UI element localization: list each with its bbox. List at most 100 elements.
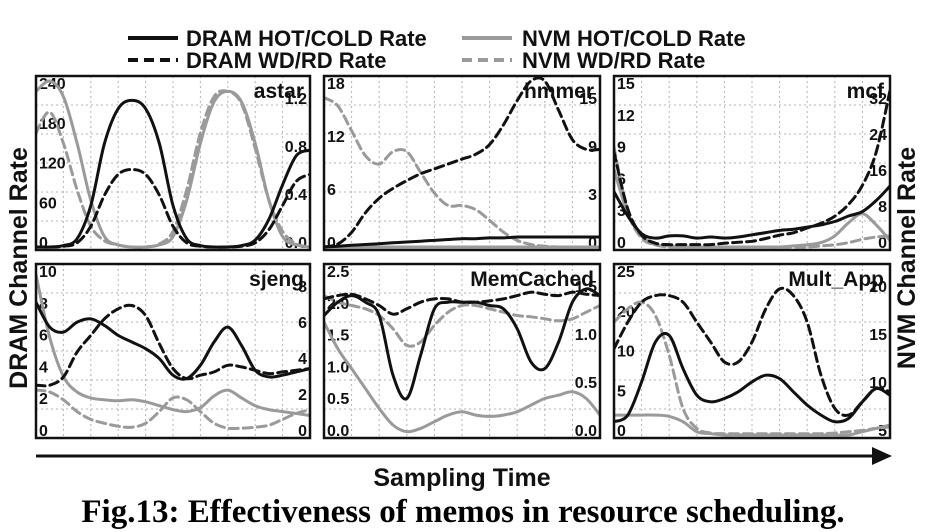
- panel-frame: [322, 74, 602, 252]
- series-line-dram-hot-cold: [614, 184, 890, 240]
- right-tick-label: 16: [869, 163, 887, 180]
- series-line-nvm-wd-rd: [36, 388, 310, 431]
- right-tick-label: 0.4: [285, 187, 307, 204]
- left-tick-label: 4: [39, 359, 48, 376]
- series-line-dram-wd-rd: [614, 286, 890, 417]
- series-lines: [614, 286, 890, 437]
- right-tick-label: 3: [588, 187, 597, 204]
- left-tick-label: 0: [327, 235, 336, 252]
- y-axis-label-right: NVM Channel Rate: [893, 147, 921, 369]
- x-axis-arrow: [36, 447, 892, 465]
- right-tick-label: 6: [298, 315, 307, 332]
- series-lines: [36, 79, 310, 249]
- series-lines: [36, 273, 310, 431]
- left-tick-label: 2: [39, 391, 48, 408]
- series-line-dram-wd-rd: [324, 76, 600, 249]
- right-tick-label: 8: [298, 279, 307, 296]
- left-tick-label: 25: [617, 264, 635, 281]
- panel-title: astar: [254, 80, 304, 103]
- series-lines: [324, 76, 600, 249]
- panel-title: mcf: [847, 80, 885, 103]
- panel-frame: [612, 262, 892, 440]
- right-tick-label: 8: [878, 199, 887, 216]
- series-line-nvm-wd-rd: [324, 96, 600, 249]
- right-tick-label: 0.5: [575, 375, 597, 392]
- series-lines: [614, 89, 890, 249]
- x-axis-label: Sampling Time: [373, 464, 550, 492]
- right-tick-label: 2: [298, 387, 307, 404]
- left-tick-label: 120: [39, 156, 66, 173]
- left-tick-label: 2.5: [327, 264, 349, 281]
- legend-label-dram-hot: DRAM HOT/COLD Rate: [186, 26, 427, 51]
- series-line-dram-wd-rd: [36, 303, 310, 388]
- legend-label-nvm-hot: NVM HOT/COLD Rate: [522, 26, 746, 51]
- series-line-nvm-wd-rd: [36, 89, 310, 249]
- legend-label-dram-wd: DRAM WD/RD Rate: [186, 48, 386, 73]
- panel-frame: [34, 74, 312, 252]
- left-tick-label: 12: [617, 108, 635, 125]
- left-tick-label: 60: [39, 195, 57, 212]
- right-tick-label: 15: [869, 327, 887, 344]
- panel-title: MemCached: [470, 268, 594, 291]
- right-tick-label: 1.2: [285, 91, 307, 108]
- left-tick-label: 18: [327, 76, 345, 93]
- left-tick-label: 0: [39, 235, 48, 252]
- right-tick-label: 0: [298, 423, 307, 440]
- right-tick-label: 0: [878, 235, 887, 252]
- series-line-nvm-hot-cold: [36, 273, 310, 417]
- left-tick-label: 10: [39, 264, 57, 281]
- panel-frame: [612, 74, 892, 252]
- right-tick-label: 4: [298, 351, 307, 368]
- y-axis-label-left: DRAM Channel Rate: [5, 147, 33, 389]
- left-tick-label: 3: [617, 203, 626, 220]
- series-line-dram-hot-cold: [324, 235, 600, 249]
- left-tick-label: 15: [617, 76, 635, 93]
- series-line-nvm-wd-rd: [324, 294, 600, 348]
- left-tick-label: 10: [617, 344, 635, 361]
- panel-frame: [34, 262, 312, 440]
- panel-title: Mult_App: [788, 268, 884, 291]
- left-tick-label: 0: [617, 235, 626, 252]
- right-tick-label: 15: [579, 91, 597, 108]
- series-line-nvm-wd-rd: [614, 300, 890, 436]
- left-tick-label: 6: [39, 328, 48, 345]
- right-tick-label: 9: [588, 139, 597, 156]
- series-line-dram-wd-rd: [36, 168, 310, 249]
- series-line-dram-wd-rd: [324, 290, 600, 316]
- panel-hmmer: 18 12 6 0 15 9 3 0 hmmer: [322, 74, 602, 252]
- left-tick-label: 0.5: [327, 391, 349, 408]
- series-line-nvm-hot-cold: [324, 320, 600, 434]
- left-tick-label: 9: [617, 140, 626, 157]
- left-tick-label: 12: [327, 129, 345, 146]
- right-tick-label: 0.8: [285, 139, 307, 156]
- x-axis-arrow-head: [872, 447, 892, 465]
- right-tick-label: 0.0: [575, 423, 597, 440]
- left-tick-label: 0: [617, 423, 626, 440]
- right-tick-label: 32: [869, 91, 887, 108]
- legend: DRAM HOT/COLD Rate NVM HOT/COLD Rate DRA…: [128, 26, 746, 73]
- series-line-dram-hot-cold: [36, 98, 310, 249]
- panel-title: hmmer: [524, 80, 594, 103]
- right-tick-label: 5: [878, 423, 887, 440]
- series-line-nvm-wd-rd: [614, 145, 890, 249]
- left-tick-label: 0: [39, 423, 48, 440]
- left-tick-label: 0.0: [327, 423, 349, 440]
- figure-caption: Fig.13: Effectiveness of memos in resour…: [81, 494, 844, 530]
- panel-frame: [322, 262, 602, 440]
- series-line-dram-hot-cold: [614, 331, 890, 424]
- left-tick-label: 1.0: [327, 359, 349, 376]
- series-lines: [324, 287, 600, 434]
- series-line-dram-hot-cold: [36, 300, 310, 381]
- right-tick-label: 24: [869, 127, 887, 144]
- left-tick-label: 5: [617, 383, 626, 400]
- legend-label-nvm-wd: NVM WD/RD Rate: [522, 48, 705, 73]
- panel-title: sjeng: [249, 268, 304, 291]
- right-tick-label: 20: [869, 279, 887, 296]
